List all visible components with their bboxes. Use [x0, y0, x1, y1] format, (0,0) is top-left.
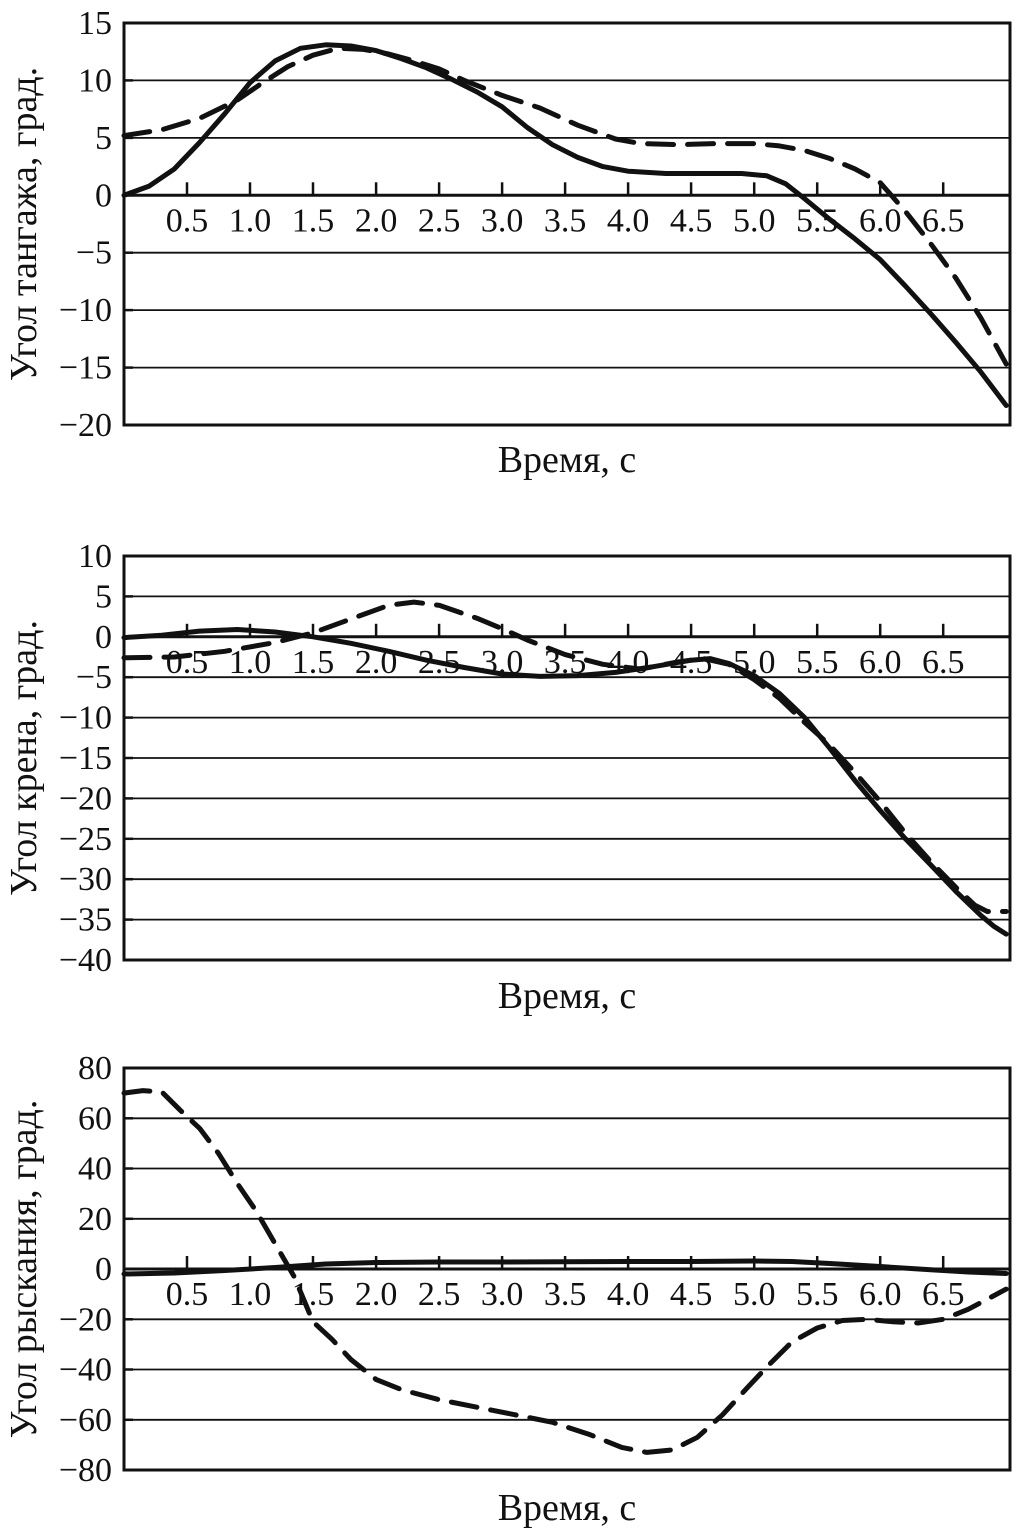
x-tick-label: 0.5: [166, 1276, 209, 1313]
y-tick-label: 80: [78, 1050, 112, 1087]
x-tick-label: 5.5: [796, 644, 839, 681]
y-tick-label: 20: [78, 1201, 112, 1238]
x-tick-label: 2.0: [355, 1276, 398, 1313]
y-tick-label: 0: [95, 1251, 112, 1288]
x-tick-label: 2.5: [418, 202, 461, 239]
dashed-curve-path: [121, 1088, 1009, 1455]
y-tick-label: −60: [59, 1402, 112, 1439]
x-tick-label: 6.0: [859, 202, 902, 239]
x-tick-label: 4.0: [607, 202, 650, 239]
pitch-y-axis-title: Угол тангажа, град.: [3, 67, 45, 381]
x-tick-label: 4.0: [607, 1276, 650, 1313]
pitch-plot-area: 0.5 1.0 1.5 2.0 2.5 3.0 3.5 4.0 4.5 5.0 5.5 6.0 6.51…: [59, 5, 1012, 444]
x-tick-label: 2.0: [355, 202, 398, 239]
y-tick-label: 0: [95, 177, 112, 214]
y-tick-label: −20: [59, 1301, 112, 1338]
x-tick-label: 1.5: [292, 202, 335, 239]
x-tick-label: 0.5: [166, 644, 209, 681]
y-tick-label: 10: [78, 538, 112, 575]
x-tick-label: 1.0: [229, 644, 272, 681]
x-tick-label: 1.0: [229, 1276, 272, 1313]
yaw-x-axis-title: Время, с: [498, 1487, 637, 1529]
dashed-curve-path: [121, 599, 1009, 914]
roll-x-axis-title: Время, с: [498, 975, 637, 1017]
x-tick-label: 5.5: [796, 1276, 839, 1313]
x-tick-label: 6.0: [859, 644, 902, 681]
x-tick-label: 3.5: [544, 202, 587, 239]
y-tick-label: 15: [78, 5, 112, 42]
dashed-curve-path: [121, 45, 1009, 367]
solid-curve-path: [121, 1258, 1009, 1277]
x-tick-label: 0.5: [166, 202, 209, 239]
y-tick-label: −80: [59, 1452, 112, 1489]
x-tick-label: 4.5: [670, 202, 713, 239]
plot-border: [122, 1066, 1012, 1472]
y-tick-label: −10: [59, 700, 112, 737]
x-tick-label: 1.0: [229, 202, 272, 239]
y-tick-label: 10: [78, 62, 112, 99]
x-tick-label: 6.0: [859, 1276, 902, 1313]
y-tick-label: 5: [95, 578, 112, 615]
y-tick-label: −30: [59, 861, 112, 898]
x-tick-label: 4.0: [607, 644, 650, 681]
x-tick-label: 2.5: [418, 1276, 461, 1313]
y-tick-label: 5: [95, 120, 112, 157]
y-tick-label: 0: [95, 619, 112, 656]
y-tick-label: −5: [76, 235, 112, 272]
yaw-angle-chart: 0.5 1.0 1.5 2.0 2.5 3.0 3.5 4.0 4.5 5.0 5.5 6.0 6.5 8…: [3, 1050, 1012, 1529]
y-tick-label: −40: [59, 942, 112, 979]
y-tick-label: −15: [59, 740, 112, 777]
roll-angle-chart: 0.5 1.0 1.5 2.0 2.5 3.0 3.5 4.0 4.5 5.0 5.5 6.0 6.51…: [3, 538, 1012, 1017]
y-tick-label: −20: [59, 407, 112, 444]
x-tick-label: 6.5: [922, 1276, 965, 1313]
y-tick-label: −20: [59, 780, 112, 817]
y-tick-label: −25: [59, 821, 112, 858]
y-tick-label: 60: [78, 1100, 112, 1137]
yaw-y-axis-title: Угол рыскания, град.: [3, 1100, 45, 1439]
x-tick-label: 1.5: [292, 1276, 335, 1313]
x-tick-label: 3.0: [481, 1276, 524, 1313]
roll-plot-area: 0.5 1.0 1.5 2.0 2.5 3.0 3.5 4.0 4.5 5.0 5.5 6.0 6.51…: [59, 538, 1012, 979]
x-tick-label: 3.5: [544, 1276, 587, 1313]
yaw-plot-area: 0.5 1.0 1.5 2.0 2.5 3.0 3.5 4.0 4.5 5.0 5.5 6.0 6.5 8…: [59, 1050, 1012, 1489]
x-tick-label: 3.0: [481, 202, 524, 239]
x-tick-label: 5.0: [733, 202, 776, 239]
y-tick-label: 40: [78, 1151, 112, 1188]
x-tick-label: 5.0: [733, 1276, 776, 1313]
y-tick-label: −10: [59, 292, 112, 329]
y-tick-label: −15: [59, 350, 112, 387]
pitch-angle-chart: 0.5 1.0 1.5 2.0 2.5 3.0 3.5 4.0 4.5 5.0 5.5 6.0 6.51…: [3, 5, 1012, 481]
y-tick-label: −5: [76, 659, 112, 696]
plot-border: [122, 21, 1012, 427]
roll-y-axis-title: Угол крена, град.: [3, 620, 45, 896]
pitch-x-axis-title: Время, с: [498, 439, 637, 481]
y-tick-label: −40: [59, 1352, 112, 1389]
x-tick-label: 6.5: [922, 202, 965, 239]
x-tick-label: 4.5: [670, 1276, 713, 1313]
plot-border: [122, 554, 1012, 962]
x-tick-label: 6.5: [922, 644, 965, 681]
solid-curve-path: [121, 42, 1009, 408]
y-tick-label: −35: [59, 902, 112, 939]
x-tick-label: 1.5: [292, 644, 335, 681]
